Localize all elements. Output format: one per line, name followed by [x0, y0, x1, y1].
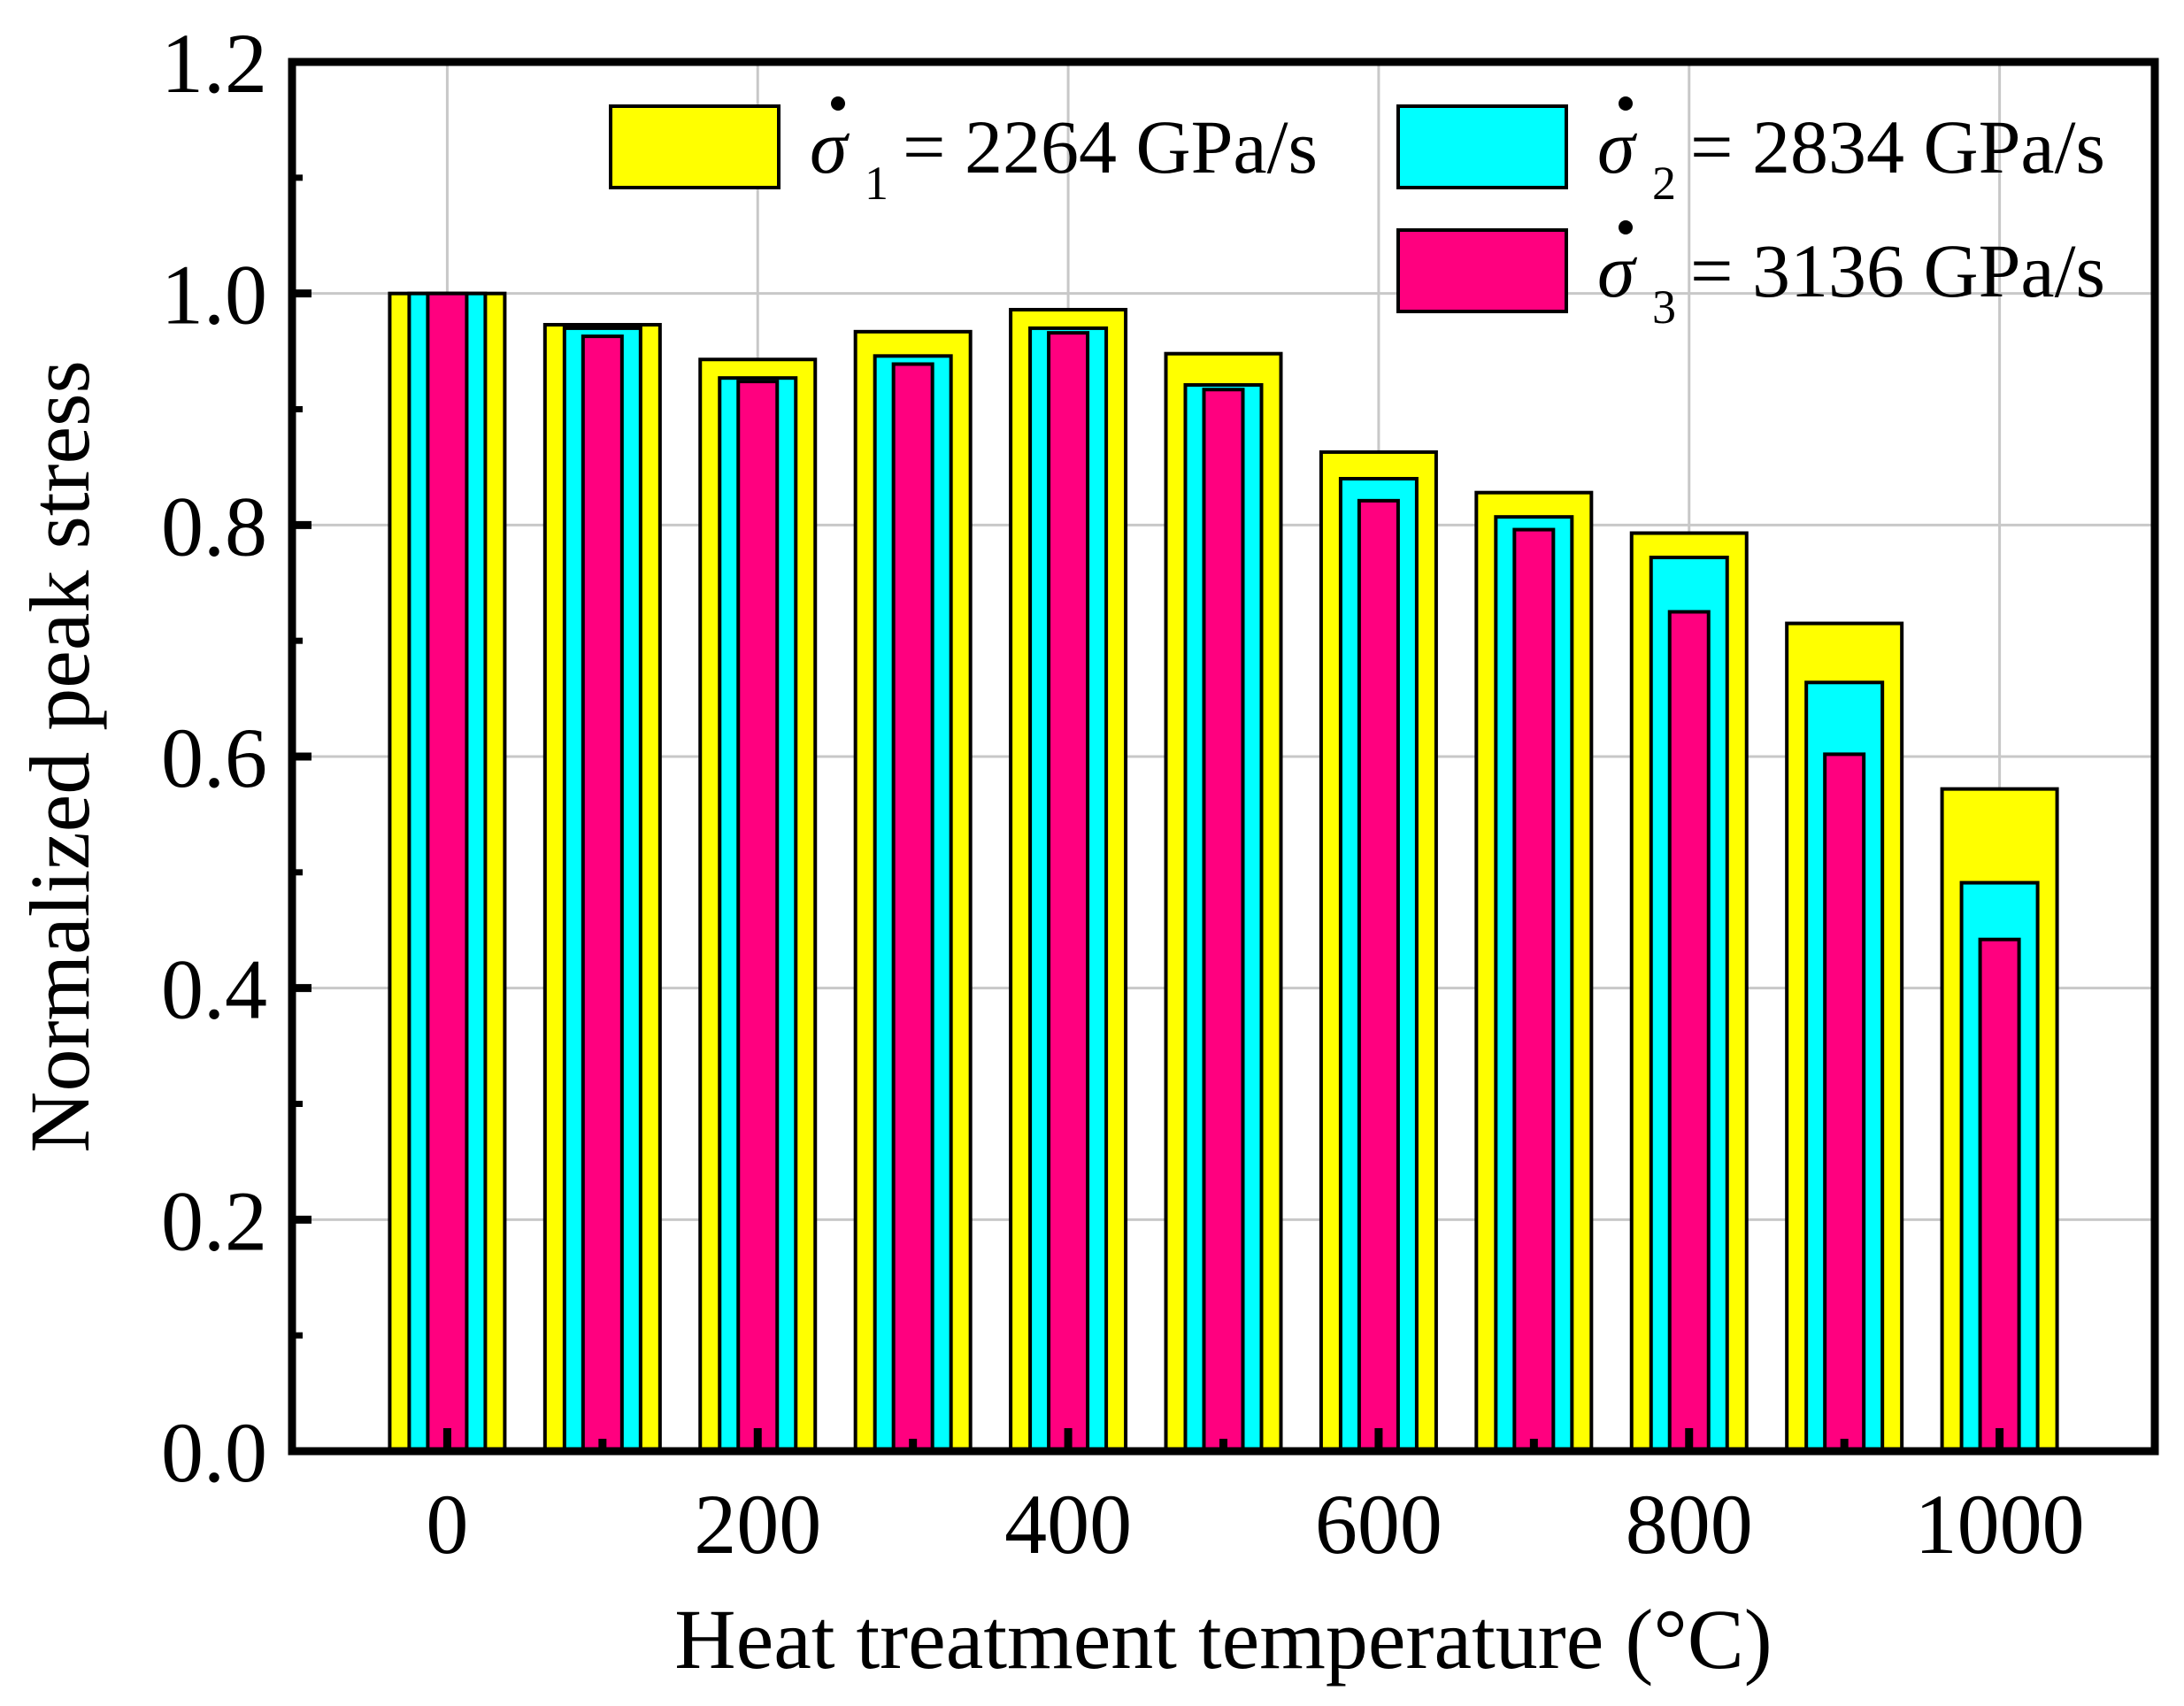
- legend-subscript: 2: [1652, 157, 1676, 210]
- legend: σ 1 = 2264 GPa/s σ 2 = 2834 GPa/sσ 3 = 3136 GPa…: [609, 96, 2105, 334]
- y-tick-label: 1.0: [161, 248, 267, 342]
- y-tick-label: 1.2: [161, 16, 267, 111]
- legend-subscript: 3: [1652, 280, 1676, 334]
- x-tick-labels: 0 200 400 600 800 1000: [426, 1477, 2084, 1572]
- legend-dot-icon: [831, 96, 845, 111]
- bar-series3: [891, 362, 934, 1454]
- bar-series3: [581, 334, 624, 1454]
- x-tick-label: 400: [1004, 1477, 1132, 1572]
- bar-series3: [426, 291, 469, 1454]
- bar-series3: [1823, 752, 1866, 1453]
- legend-symbol: σ: [1597, 104, 1638, 189]
- y-axis-title: Normalized peak stress: [12, 360, 107, 1153]
- legend-item-series3: σ 3 = 3136 GPa/s: [1396, 220, 2105, 334]
- bar-series3: [1512, 527, 1556, 1453]
- bar-series3: [1357, 498, 1400, 1454]
- legend-symbol: σ: [1597, 228, 1638, 313]
- legend-subscript: 1: [865, 157, 888, 210]
- y-tick-label: 0.2: [161, 1173, 267, 1268]
- bar-series3: [1978, 937, 2021, 1453]
- legend-item-series2: σ 2 = 2834 GPa/s: [1396, 96, 2105, 210]
- legend-swatch: [609, 104, 781, 189]
- legend-dot-icon: [1619, 220, 1633, 234]
- legend-label: = 2834 GPa/s: [1690, 104, 2105, 189]
- legend-swatch: [1396, 228, 1568, 313]
- x-tick-label: 1000: [1915, 1477, 2085, 1572]
- y-tick-label: 0.6: [161, 711, 267, 805]
- y-tick-labels: 0.0 0.2 0.4 0.6 0.8 1.0 1.2: [161, 16, 267, 1500]
- x-tick-label: 0: [426, 1477, 468, 1572]
- legend-symbol: σ: [810, 104, 850, 189]
- bar-series3: [1202, 388, 1245, 1454]
- y-tick-label: 0.0: [161, 1405, 267, 1500]
- legend-swatch: [1396, 104, 1568, 189]
- axis-ticks: [292, 58, 2004, 1456]
- bars: [388, 291, 2059, 1454]
- bar-series3: [1667, 610, 1711, 1453]
- legend-label: = 3136 GPa/s: [1690, 228, 2105, 313]
- legend-item-series1: σ 1 = 2264 GPa/s: [609, 96, 1318, 210]
- x-tick-label: 800: [1626, 1477, 1753, 1572]
- bar-series3: [736, 380, 780, 1454]
- x-tick-label: 600: [1315, 1477, 1442, 1572]
- y-tick-label: 0.8: [161, 479, 267, 573]
- bar-series3: [1047, 331, 1090, 1453]
- legend-dot-icon: [1619, 96, 1633, 111]
- x-tick-label: 200: [694, 1477, 821, 1572]
- y-tick-label: 0.4: [161, 942, 267, 1037]
- legend-label: = 2264 GPa/s: [903, 104, 1318, 189]
- x-axis-title: Heat treatment temperature (°C): [674, 1592, 1772, 1687]
